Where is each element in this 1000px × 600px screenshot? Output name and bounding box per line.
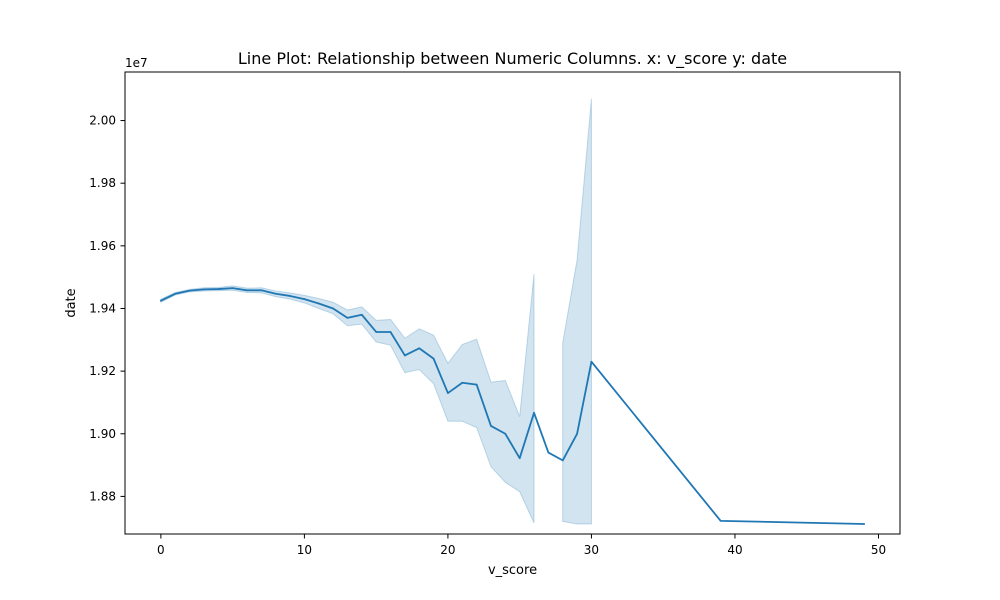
plot-area [124,71,901,535]
x-tick-label-1: 10 [297,543,312,557]
chart-title: Line Plot: Relationship between Numeric … [238,49,787,69]
data-point-0-3 [203,288,205,291]
data-point-0-6 [246,289,248,292]
data-point-0-22 [475,383,478,386]
y-tick-label-4: 1.96 [89,239,116,253]
data-point-0-15 [375,331,377,333]
data-point-0-7 [260,289,263,292]
y-axis: 1.88 1.90 1.92 1.94 1.96 1.98 2.00 [89,114,125,503]
data-point-0-8 [274,292,277,295]
data-point-0-26 [533,411,535,414]
data-point-0-21 [461,381,464,384]
axes-frame [124,71,901,535]
y-offset-label: 1e7 [125,56,148,70]
data-point-0-27 [547,451,550,454]
y-tick-label-0: 1.88 [89,489,116,503]
data-point-0-4 [217,288,220,290]
y-tick-label-2: 1.92 [89,364,116,378]
data-point-0-29 [576,432,578,435]
y-tick-label-1: 1.90 [89,427,116,441]
x-axis-label: v_score [488,563,537,578]
data-point-0-18 [418,347,421,350]
data-point-0-25 [518,457,521,460]
data-point-0-12 [332,307,334,310]
data-point-0-1 [174,292,177,295]
data-point-0-30 [590,360,593,363]
data-point-0-23 [490,425,492,427]
x-axis: 0 10 20 30 40 50 [157,534,886,557]
confidence-band-0-0 [160,273,535,524]
confidence-bands [160,98,592,525]
y-tick-label-3: 1.94 [89,301,116,315]
data-point-0-31 [719,520,722,522]
data-point-0-32 [863,523,865,525]
data-point-0-5 [231,287,234,289]
x-tick-label-0: 0 [157,543,165,557]
data-point-0-9 [289,295,291,297]
data-point-0-10 [303,298,306,300]
x-tick-label-4: 40 [727,543,742,557]
data-point-0-20 [447,392,449,394]
data-point-0-24 [504,432,507,435]
x-tick-label-5: 50 [871,543,886,557]
series-lines [159,287,866,525]
data-point-0-28 [561,459,564,462]
confidence-band-0-1 [562,98,592,525]
data-point-0-17 [404,354,406,357]
x-tick-label-2: 20 [440,543,455,557]
data-point-0-16 [389,331,392,333]
data-point-0-0 [160,299,162,302]
data-point-0-11 [317,302,320,305]
y-tick-label-5: 1.98 [89,176,116,190]
data-point-0-13 [346,317,349,319]
data-point-0-19 [432,357,435,360]
data-point-0-2 [188,289,191,292]
x-tick-label-3: 30 [584,543,599,557]
y-axis-label: date [64,288,79,317]
y-tick-label-6: 2.00 [89,114,116,128]
data-point-0-14 [361,313,363,316]
